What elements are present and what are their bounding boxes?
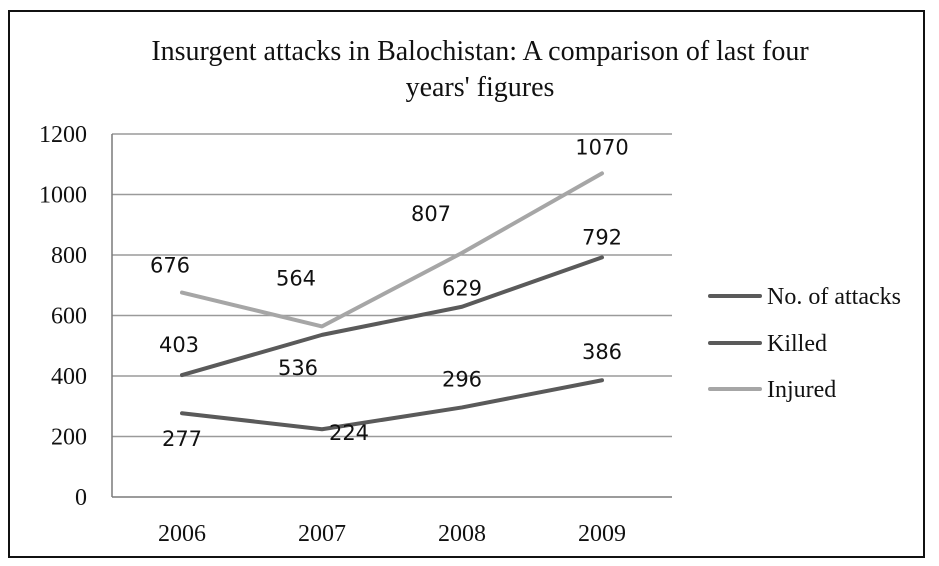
legend-label-injured: Injured bbox=[767, 377, 836, 403]
legend-label-killed: Killed bbox=[767, 331, 827, 357]
data-label-killed-2009: 792 bbox=[582, 225, 622, 249]
series-line-killed bbox=[180, 255, 604, 378]
chart-frame bbox=[8, 10, 925, 558]
y-tick-label-400: 400 bbox=[51, 364, 87, 390]
y-tick-label-200: 200 bbox=[51, 425, 87, 451]
legend: No. of attacks Killed Injured bbox=[708, 284, 901, 403]
data-labels: 277 224 296 386 403 536 629 792 676 564 807 1070 bbox=[150, 135, 629, 451]
data-label-no-of-attacks-2007: 224 bbox=[329, 421, 369, 445]
chart-title-line-2: years' figures bbox=[406, 72, 555, 103]
x-tick-label-2006: 2006 bbox=[158, 521, 206, 547]
y-tick-label-1200: 1200 bbox=[39, 122, 87, 148]
data-label-injured-2009: 1070 bbox=[575, 135, 628, 159]
x-tick-label-2008: 2008 bbox=[438, 521, 486, 547]
y-tick-label-600: 600 bbox=[51, 304, 87, 330]
y-axis-tick-labels: 0 200 400 600 800 1000 1200 bbox=[39, 122, 87, 511]
data-label-injured-2006: 676 bbox=[150, 254, 190, 278]
x-tick-label-2009: 2009 bbox=[578, 521, 626, 547]
legend-label-no-of-attacks: No. of attacks bbox=[767, 284, 901, 310]
x-axis-tick-labels: 2006 2007 2008 2009 bbox=[158, 521, 626, 547]
data-label-no-of-attacks-2008: 296 bbox=[442, 367, 482, 391]
data-label-no-of-attacks-2006: 277 bbox=[162, 427, 202, 451]
series-line-no-of-attacks bbox=[180, 378, 604, 432]
x-tick-label-2007: 2007 bbox=[298, 521, 346, 547]
chart-title: Insurgent attacks in Balochistan: A comp… bbox=[151, 36, 809, 103]
data-label-killed-2008: 629 bbox=[442, 277, 482, 301]
series-lines bbox=[180, 171, 604, 432]
data-label-no-of-attacks-2009: 386 bbox=[582, 340, 622, 364]
data-label-injured-2007: 564 bbox=[276, 266, 316, 290]
axes bbox=[111, 134, 672, 498]
data-label-injured-2008: 807 bbox=[411, 202, 451, 226]
y-tick-label-0: 0 bbox=[75, 485, 87, 511]
gridlines bbox=[112, 133, 672, 438]
y-tick-label-1000: 1000 bbox=[39, 183, 87, 209]
series-line-injured bbox=[180, 171, 604, 329]
data-label-killed-2006: 403 bbox=[159, 333, 199, 357]
chart-title-line-1: Insurgent attacks in Balochistan: A comp… bbox=[151, 36, 809, 67]
data-label-killed-2007: 536 bbox=[278, 356, 318, 380]
y-tick-label-800: 800 bbox=[51, 243, 87, 269]
